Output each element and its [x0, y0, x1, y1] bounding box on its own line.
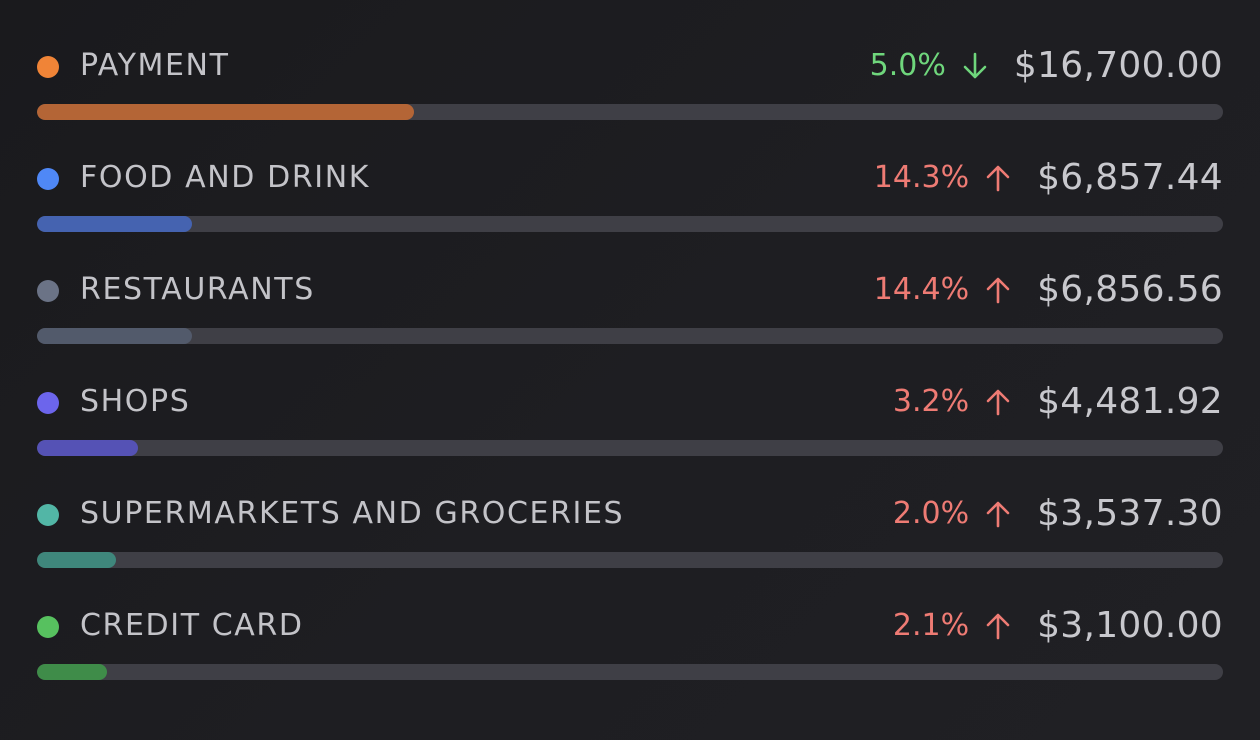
category-label: SUPERMARKETS AND GROCERIES: [80, 496, 625, 531]
category-label: CREDIT CARD: [80, 608, 304, 643]
progress-fill: [37, 104, 415, 120]
arrow-down-icon: [962, 51, 988, 81]
arrow-up-icon: [985, 611, 1011, 641]
progress-track: [37, 552, 1223, 568]
category-color-dot: [37, 56, 59, 78]
arrow-up-icon: [985, 275, 1011, 305]
change-percent: 2.1%: [892, 608, 970, 643]
category-label: SHOPS: [80, 384, 191, 419]
category-amount: $16,700.00: [1013, 45, 1223, 86]
category-color-dot: [37, 616, 59, 638]
progress-fill: [37, 216, 193, 232]
change-percent: 5.0%: [869, 48, 946, 83]
category-color-dot: [37, 168, 59, 190]
category-amount: $3,100.00: [1037, 605, 1223, 646]
category-row-food-and-drink[interactable]: FOOD AND DRINK 14.3% $6,857.44: [37, 156, 1223, 268]
change-percent: 14.3%: [873, 160, 970, 195]
change-percent: 14.4%: [873, 272, 970, 307]
category-row-supermarkets-and-groceries[interactable]: SUPERMARKETS AND GROCERIES 2.0% $3,537.3…: [37, 492, 1223, 604]
category-color-dot: [37, 392, 59, 414]
progress-track: [37, 104, 1223, 120]
category-label: FOOD AND DRINK: [80, 160, 371, 195]
progress-fill: [37, 440, 138, 456]
arrow-up-icon: [985, 387, 1011, 417]
progress-track: [37, 328, 1223, 344]
category-amount: $6,856.56: [1037, 269, 1223, 310]
change-percent: 3.2%: [892, 384, 970, 419]
progress-track: [37, 664, 1223, 680]
progress-track: [37, 440, 1223, 456]
progress-fill: [37, 328, 193, 344]
category-row-payment[interactable]: PAYMENT 5.0% $16,700.00: [37, 44, 1223, 156]
progress-fill: [37, 664, 107, 680]
category-label: PAYMENT: [80, 48, 230, 83]
category-amount: $6,857.44: [1037, 157, 1223, 198]
category-amount: $4,481.92: [1037, 381, 1223, 422]
category-row-shops[interactable]: SHOPS 3.2% $4,481.92: [37, 380, 1223, 492]
arrow-up-icon: [985, 499, 1011, 529]
category-list: PAYMENT 5.0% $16,700.00 FOOD AND DRINK 1…: [37, 44, 1223, 716]
category-color-dot: [37, 504, 59, 526]
arrow-up-icon: [985, 163, 1011, 193]
change-percent: 2.0%: [892, 496, 970, 531]
category-row-restaurants[interactable]: RESTAURANTS 14.4% $6,856.56: [37, 268, 1223, 380]
category-amount: $3,537.30: [1037, 493, 1223, 534]
category-row-credit-card[interactable]: CREDIT CARD 2.1% $3,100.00: [37, 604, 1223, 716]
category-color-dot: [37, 280, 59, 302]
progress-fill: [37, 552, 117, 568]
progress-track: [37, 216, 1223, 232]
category-label: RESTAURANTS: [80, 272, 315, 307]
